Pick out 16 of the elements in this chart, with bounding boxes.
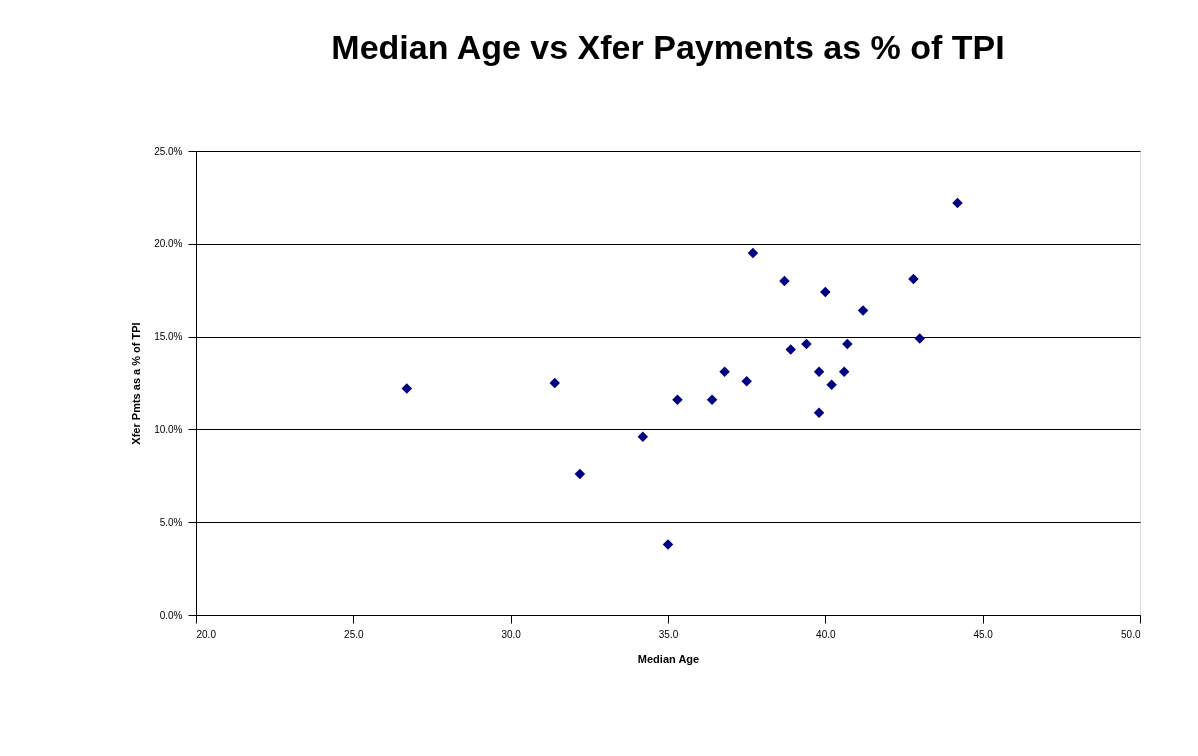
y-tick-label: 15.0% xyxy=(154,331,183,343)
x-tick-label: 35.0 xyxy=(658,628,679,640)
y-tick-label: 25.0% xyxy=(154,145,183,157)
y-tick-label: 20.0% xyxy=(154,238,183,250)
chart-title: Median Age vs Xfer Payments as % of TPI xyxy=(331,28,1005,66)
x-tick-label: 40.0 xyxy=(816,628,836,640)
y-axis-title: Xfer Pmts as a % of TPI xyxy=(130,322,143,445)
x-axis-title: Median Age xyxy=(637,652,700,665)
x-tick-label: 25.0 xyxy=(344,628,364,640)
y-tick-label: 5.0% xyxy=(159,516,183,528)
x-tick-label: 45.0 xyxy=(973,628,994,640)
x-tick-label: 30.0 xyxy=(501,628,522,640)
x-tick-label: 20.0 xyxy=(196,628,217,640)
x-tick-label: 50.0 xyxy=(1121,628,1141,640)
y-tick-label: 10.0% xyxy=(154,423,183,435)
y-tick-label: 0.0% xyxy=(159,609,183,621)
